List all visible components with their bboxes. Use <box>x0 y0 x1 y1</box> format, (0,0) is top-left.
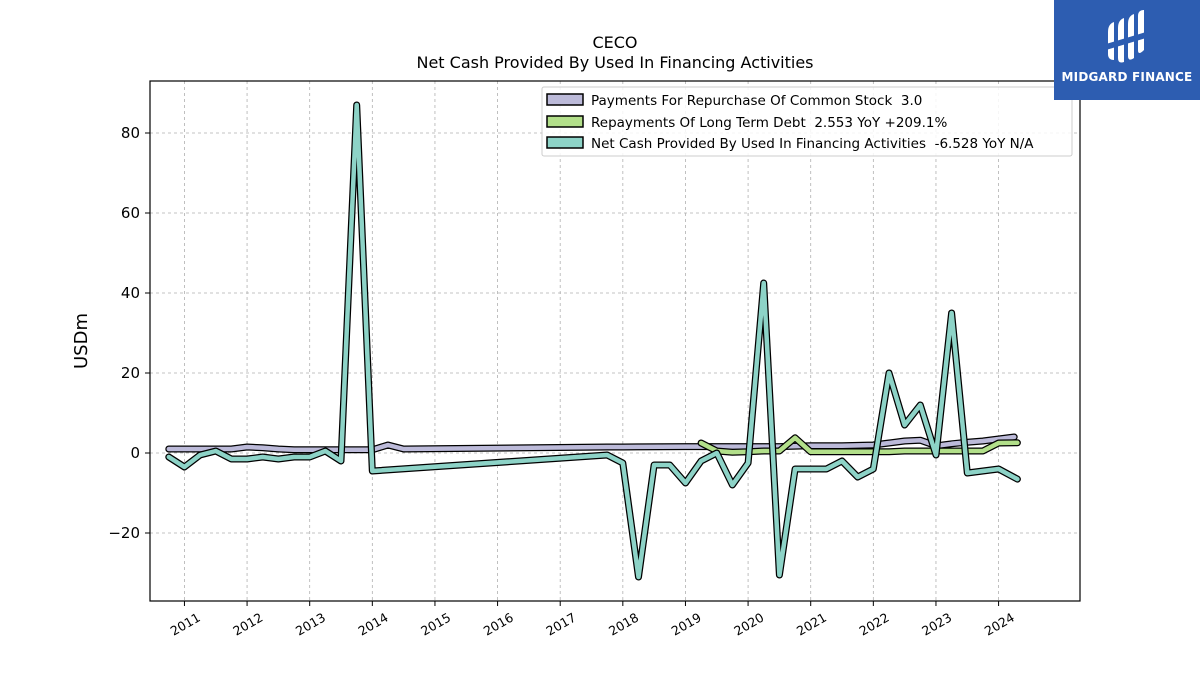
y-axis: −20 0 20 40 60 80 <box>108 124 150 542</box>
series-line-repurchase <box>166 434 1017 453</box>
legend-box <box>541 86 1073 157</box>
midgard-logo-icon <box>1106 10 1146 63</box>
x-tick-label: 2023 <box>919 610 954 639</box>
y-tick-label: 60 <box>121 204 140 222</box>
y-tick-label: 80 <box>121 124 140 142</box>
legend-label-net-cash: Net Cash Provided By Used In Financing A… <box>591 136 1034 152</box>
series-line-net-cash <box>166 102 1020 580</box>
legend-label-repurchase: Payments For Repurchase Of Common Stock … <box>591 93 922 109</box>
x-tick-label: 2016 <box>481 610 516 639</box>
x-tick-label: 2024 <box>982 610 1017 639</box>
brand-logo: MIDGARD FINANCE <box>1054 0 1200 100</box>
series-line-net-cash-outline <box>165 101 1021 581</box>
x-tick-label: 2019 <box>669 610 704 639</box>
y-tick-label: 20 <box>121 364 140 382</box>
legend-swatch-net-cash <box>546 136 584 149</box>
brand-name: MIDGARD FINANCE <box>1061 70 1193 84</box>
x-tick-label: 2014 <box>356 610 391 639</box>
legend-label-repayments: Repayments Of Long Term Debt 2.553 YoY +… <box>591 115 947 131</box>
x-tick-label: 2012 <box>230 610 265 639</box>
legend-swatch-repurchase <box>546 93 584 106</box>
x-axis: 2011 2012 2013 2014 2015 2016 2017 2018 2019 2020… <box>168 601 1017 639</box>
legend-swatch-repayments <box>546 115 584 128</box>
x-tick-label: 2022 <box>857 610 892 639</box>
grid-lines <box>150 81 1080 601</box>
x-tick-label: 2013 <box>293 610 328 639</box>
x-tick-label: 2020 <box>731 610 766 639</box>
x-tick-label: 2017 <box>543 610 578 639</box>
y-tick-label: 40 <box>121 284 140 302</box>
x-tick-label: 2021 <box>794 610 829 639</box>
series-lines <box>165 101 1021 581</box>
chart-title: CECO <box>592 33 637 52</box>
legend: Payments For Repurchase Of Common Stock … <box>541 86 1073 157</box>
x-tick-label: 2018 <box>606 610 641 639</box>
y-tick-label: 0 <box>130 444 140 462</box>
x-tick-label: 2011 <box>168 610 203 639</box>
x-tick-label: 2015 <box>418 610 453 639</box>
y-tick-label: −20 <box>108 524 140 542</box>
plot-frame <box>149 80 1081 602</box>
chart-subtitle: Net Cash Provided By Used In Financing A… <box>416 53 813 72</box>
y-axis-label: USDm <box>71 313 92 369</box>
